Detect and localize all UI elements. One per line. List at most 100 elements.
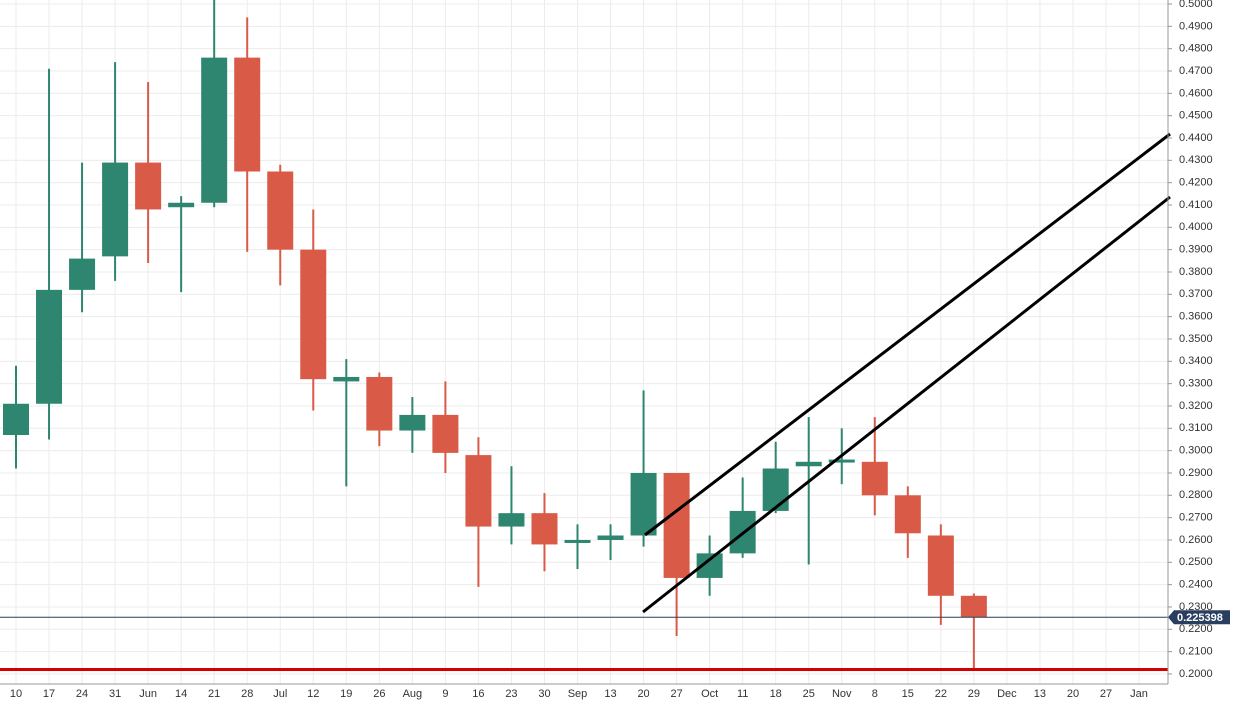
x-tick-label: 16: [472, 688, 484, 700]
candle-body: [927, 535, 954, 596]
y-tick-label: 0.2400: [1179, 579, 1213, 591]
y-tick-label: 0.4700: [1179, 65, 1213, 77]
candle-body: [762, 468, 789, 511]
trend-channel: [642, 132, 1171, 614]
candle-body: [201, 57, 228, 203]
x-tick-label: 20: [1067, 688, 1079, 700]
y-tick-label: 0.2900: [1179, 467, 1213, 479]
x-tick-label: 23: [505, 688, 517, 700]
x-tick-label: 26: [373, 688, 385, 700]
x-tick-label: Aug: [403, 688, 423, 700]
y-tick-label: 0.3000: [1179, 445, 1213, 457]
candle-body: [828, 459, 855, 463]
candle-body: [498, 513, 525, 527]
y-tick-label: 0.4200: [1179, 177, 1213, 189]
y-tick-label: 0.3500: [1179, 333, 1213, 345]
candle-body: [366, 376, 393, 431]
y-tick-label: 0.2700: [1179, 512, 1213, 524]
y-tick-label: 0.5000: [1179, 0, 1213, 10]
candle-body: [3, 403, 29, 436]
candle-body: [36, 289, 63, 404]
x-tick-label: Jan: [1130, 688, 1148, 700]
x-tick-label: 12: [307, 688, 319, 700]
x-tick-label: 19: [340, 688, 352, 700]
y-tick-label: 0.2500: [1179, 556, 1213, 568]
y-tick-label: 0.2300: [1179, 601, 1213, 613]
y-tick-label: 0.2600: [1179, 534, 1213, 546]
x-tick-label: 13: [1034, 688, 1046, 700]
y-tick-label: 0.3200: [1179, 400, 1213, 412]
x-tick-label: 17: [43, 688, 55, 700]
last-price-label: 0.225398: [1177, 612, 1223, 624]
x-tick-label: 22: [935, 688, 947, 700]
x-tick-label: 21: [208, 688, 220, 700]
y-tick-label: 0.4900: [1179, 20, 1213, 32]
x-tick-label: 20: [637, 688, 649, 700]
y-tick-label: 0.4100: [1179, 199, 1213, 211]
trend-line: [644, 132, 1171, 537]
x-tick-label: Dec: [997, 688, 1017, 700]
overlays: 0.225398: [0, 610, 1230, 671]
y-tick-label: 0.4600: [1179, 87, 1213, 99]
y-tick-label: 0.3400: [1179, 355, 1213, 367]
x-tick-label: 29: [968, 688, 980, 700]
candle-body: [69, 258, 96, 290]
x-tick-label: Sep: [568, 688, 588, 700]
candle-body: [894, 495, 921, 534]
candle-body: [168, 202, 195, 208]
candle-body: [960, 595, 987, 618]
candle-body: [234, 57, 261, 172]
candle-body: [861, 461, 888, 496]
y-tick-label: 0.2200: [1179, 623, 1213, 635]
candle-body: [300, 249, 327, 380]
x-tick-label: 27: [670, 688, 682, 700]
candle-body: [267, 171, 294, 250]
x-tick-label: 9: [442, 688, 448, 700]
candle-body: [564, 539, 591, 543]
y-tick-label: 0.4500: [1179, 110, 1213, 122]
x-tick-label: 15: [902, 688, 914, 700]
x-tick-label: 27: [1100, 688, 1112, 700]
y-tick-label: 0.2800: [1179, 489, 1213, 501]
y-tick-label: 0.4000: [1179, 221, 1213, 233]
y-tick-label: 0.4300: [1179, 154, 1213, 166]
candle-body: [465, 455, 492, 527]
y-tick-label: 0.2100: [1179, 646, 1213, 658]
y-tick-label: 0.3700: [1179, 288, 1213, 300]
x-tick-label: 24: [76, 688, 88, 700]
candle-body: [597, 535, 624, 540]
y-tick-label: 0.3600: [1179, 311, 1213, 323]
x-tick-label: 11: [737, 688, 748, 700]
x-tick-label: 10: [10, 688, 22, 700]
candles: [3, 0, 987, 670]
y-tick-label: 0.3800: [1179, 266, 1213, 278]
x-tick-label: 31: [109, 688, 121, 700]
y-tick-label: 0.4400: [1179, 132, 1213, 144]
trend-line: [642, 195, 1171, 614]
candle-body: [135, 162, 162, 210]
y-tick-label: 0.4800: [1179, 43, 1213, 55]
x-tick-label: Jun: [139, 688, 157, 700]
x-tick-label: 14: [175, 688, 187, 700]
candle-body: [432, 414, 459, 453]
x-tick-label: 13: [604, 688, 616, 700]
candle-body: [531, 513, 558, 545]
y-tick-label: 0.2000: [1179, 668, 1213, 680]
candle-body: [399, 414, 426, 431]
x-tick-label: Oct: [701, 688, 718, 700]
last-price-tag: [1168, 610, 1230, 625]
x-tick-label: 25: [803, 688, 815, 700]
x-tick-label: Jul: [273, 688, 287, 700]
candle-body: [795, 461, 822, 467]
x-tick-label: 8: [872, 688, 878, 700]
x-tick-label: Nov: [832, 688, 852, 700]
candle-body: [630, 472, 657, 536]
x-tick-label: 30: [538, 688, 550, 700]
y-tick-label: 0.3100: [1179, 422, 1213, 434]
candle-body: [333, 376, 360, 382]
x-tick-label: 28: [241, 688, 253, 700]
candle-body: [663, 472, 690, 578]
y-tick-label: 0.3300: [1179, 378, 1213, 390]
